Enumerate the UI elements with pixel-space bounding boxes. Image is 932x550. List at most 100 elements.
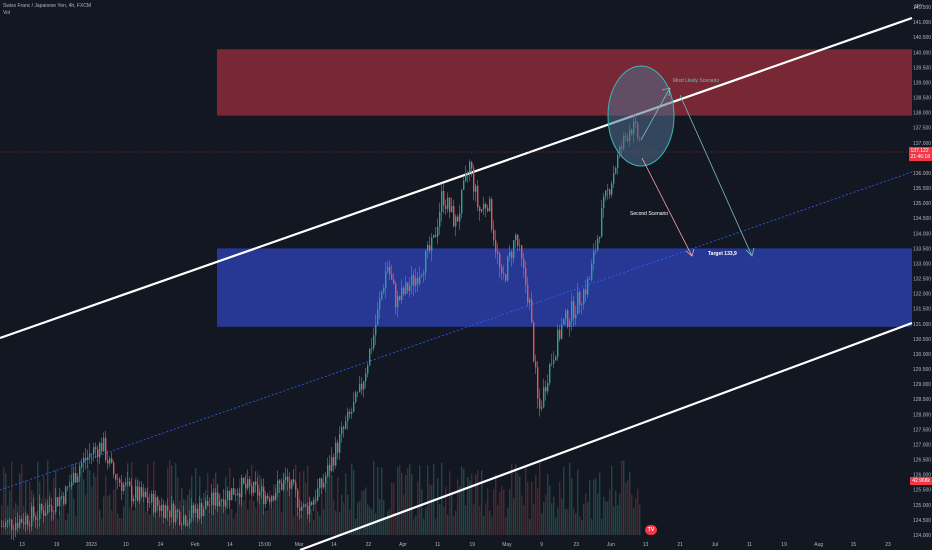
candle-body: [547, 383, 549, 392]
volume-bar: [139, 499, 141, 535]
candle-body: [487, 208, 489, 211]
volume-bar: [623, 460, 625, 535]
candle-body: [255, 481, 257, 485]
candle-body: [349, 411, 351, 414]
candle-body: [431, 237, 433, 251]
price-tick-label: 133.500: [913, 246, 931, 252]
volume-bar: [355, 519, 357, 535]
candle-body: [121, 482, 123, 491]
candle-body: [35, 516, 37, 520]
volume-bar: [389, 508, 391, 535]
volume-bar: [405, 474, 407, 535]
volume-bar: [475, 474, 477, 535]
most-likely-arrow-up[interactable]: [640, 87, 671, 141]
price-tick-label: 127.500: [913, 427, 931, 433]
volume-bar: [567, 509, 569, 535]
candle-body: [509, 251, 511, 257]
volume-indicator-label[interactable]: Vol: [3, 10, 10, 16]
candle-body: [83, 457, 85, 463]
candle-body: [419, 276, 421, 284]
volume-bar: [13, 508, 15, 535]
time-axis[interactable]: 13 19 2023 10 24 Feb 14 15:00 Mar 14 22 Apr 11 19 May 9…: [19, 542, 891, 548]
most-likely-arrow-down[interactable]: [679, 94, 753, 257]
candle-body: [247, 479, 249, 489]
demand-zone[interactable]: [217, 248, 912, 327]
price-tick-label: 132.000: [913, 292, 931, 298]
zones: [217, 49, 912, 327]
volume-bar: [417, 481, 419, 535]
volume-bar: [367, 504, 369, 535]
second-scenario-arrow[interactable]: [641, 157, 693, 257]
candle-body: [439, 211, 441, 227]
candle-body: [331, 457, 333, 471]
time-tick-label: Feb: [191, 542, 200, 548]
candle-body: [279, 480, 281, 484]
candle-body: [45, 513, 47, 516]
volume-bar: [391, 482, 393, 535]
candle-body: [489, 199, 491, 211]
channel-lower-line[interactable]: [299, 321, 913, 550]
volume-bar: [83, 479, 85, 535]
candle-body: [599, 236, 601, 239]
candle-body: [453, 206, 455, 227]
candle-body: [223, 499, 225, 507]
candle-body: [189, 518, 191, 524]
candle-body: [483, 204, 485, 210]
supply-zone[interactable]: [217, 49, 912, 116]
candle-body: [23, 522, 25, 525]
candle-body: [283, 479, 285, 490]
candle-body: [167, 505, 169, 511]
candle-body: [341, 427, 343, 435]
candle-body: [261, 486, 263, 492]
candle-body: [175, 509, 177, 522]
time-tick-label: 11: [747, 542, 752, 548]
volume-bar: [3, 467, 5, 535]
volume-bar: [539, 461, 541, 535]
volume-bar: [149, 514, 151, 535]
volume-bar: [271, 509, 273, 535]
time-tick-label: 19: [54, 542, 60, 548]
candle-body: [355, 392, 357, 403]
highlight-ellipse[interactable]: [607, 65, 675, 167]
candle-body: [397, 296, 399, 308]
candle-body: [471, 161, 473, 169]
volume-bar: [357, 502, 359, 535]
candle-body: [29, 525, 31, 527]
candle-body: [1, 525, 3, 527]
most-likely-arrow-down-head: [745, 247, 755, 257]
symbol-title[interactable]: Swiss Franc / Japanese Yen, 4h, FXCM: [3, 3, 92, 9]
candle-body: [369, 349, 371, 366]
volume-bar: [589, 479, 591, 535]
candle-body: [555, 356, 557, 361]
volume-bar: [441, 462, 443, 535]
price-tick-label: 125.500: [913, 488, 931, 494]
candle-body: [33, 506, 35, 517]
price-tick-label: 124.000: [913, 533, 931, 539]
candle-body: [601, 208, 603, 237]
volume-bar: [517, 473, 519, 535]
volume-bar: [211, 506, 213, 535]
channel-upper-line[interactable]: [0, 16, 913, 340]
candle-body: [455, 216, 457, 227]
candle-body: [3, 526, 5, 527]
price-axis[interactable]: 141.500 141.000 140.500 140.000 139.500 139.0…: [913, 5, 931, 539]
candle-body: [607, 189, 609, 191]
time-tick-label: 21: [677, 542, 683, 548]
volume-bar: [219, 493, 221, 535]
tradingview-logo[interactable]: TV: [645, 525, 657, 535]
volume-bar: [489, 510, 491, 535]
candle-body: [591, 263, 593, 280]
volume-bar: [543, 501, 545, 535]
candle-body: [91, 453, 93, 455]
price-tick-label: 137.500: [913, 126, 931, 132]
volume-bar: [293, 516, 295, 535]
candle-body: [71, 482, 73, 486]
volume-bar: [249, 499, 251, 535]
volume-bar: [557, 507, 559, 535]
candle-body: [447, 197, 449, 209]
candle-body: [507, 256, 509, 281]
candle-body: [423, 272, 425, 276]
candle-body: [157, 497, 159, 506]
volume-bar: [123, 506, 125, 535]
